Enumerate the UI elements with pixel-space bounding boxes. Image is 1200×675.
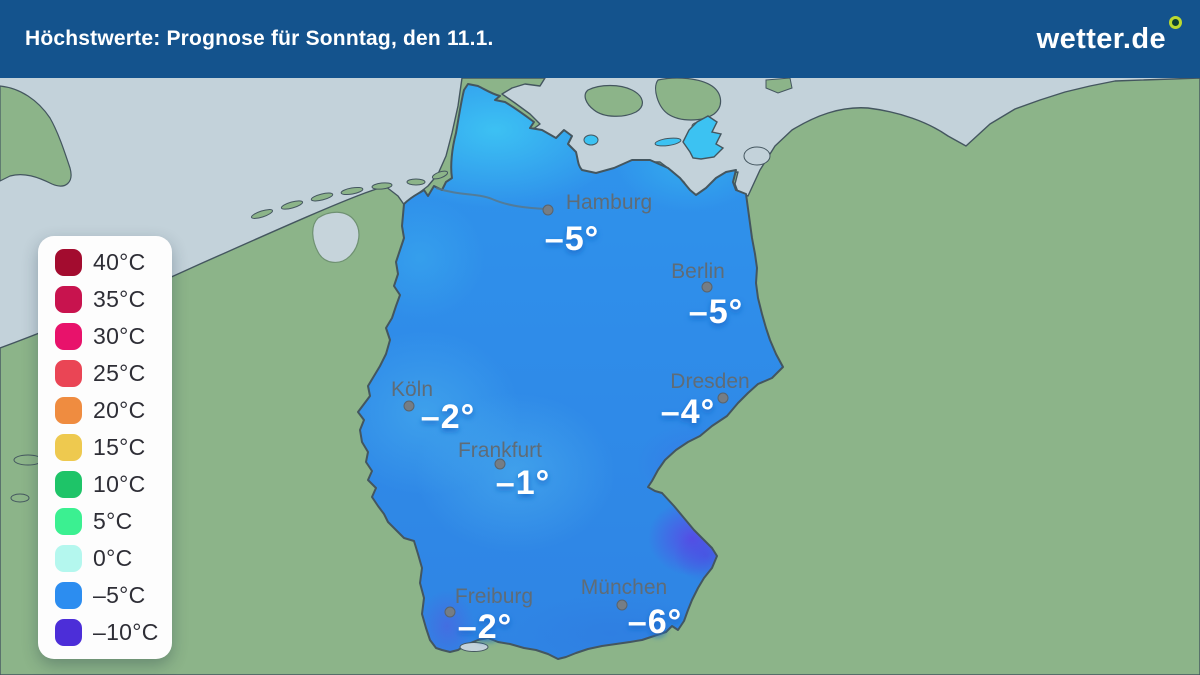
city-frankfurt: Frankfurt –1°: [458, 439, 550, 502]
legend-item: 30°C: [55, 323, 172, 350]
city-muenchen: München –6°: [581, 576, 682, 641]
land-england: [0, 85, 72, 187]
lake-constance: [459, 642, 489, 652]
city-label: Berlin: [671, 260, 725, 283]
legend-item: –5°C: [55, 582, 172, 609]
city-dot: [494, 458, 506, 470]
city-freiburg: Freiburg –2°: [444, 585, 533, 646]
city-dot: [403, 400, 415, 412]
legend-item: 40°C: [55, 249, 172, 276]
legend-item: 0°C: [55, 545, 172, 572]
island-spit: [654, 137, 682, 147]
legend-swatch: [55, 582, 82, 609]
brand-logo: wetter.de: [1036, 15, 1182, 56]
legend-swatch: [55, 434, 82, 461]
land-island-bornholm: [765, 77, 793, 94]
city-dot: [701, 281, 713, 293]
city-berlin: Berlin –5°: [671, 260, 743, 331]
legend-label: 20°C: [93, 397, 146, 423]
city-dot: [444, 606, 456, 618]
brand-degree-icon: [1169, 15, 1182, 29]
map-svg: Hamburg –5° Berlin –5° Dresden –4° Köln …: [0, 77, 1200, 675]
legend-item: 15°C: [55, 434, 172, 461]
wadden-islands: [250, 170, 449, 219]
legend-label: 15°C: [93, 434, 146, 460]
legend-item: 10°C: [55, 471, 172, 498]
legend-label: 35°C: [93, 286, 146, 312]
legend-swatch: [55, 286, 82, 313]
city-label: Hamburg: [566, 191, 652, 214]
city-temp: –2°: [458, 608, 512, 646]
legend-item: 25°C: [55, 360, 172, 387]
legend-swatch: [55, 619, 82, 646]
city-temp: –5°: [545, 220, 599, 258]
land-island-fyn: [584, 84, 643, 117]
land-island-zealand: [655, 77, 722, 121]
legend-label: –5°C: [93, 582, 146, 608]
city-dot: [542, 204, 554, 216]
city-dresden: Dresden –4°: [661, 370, 750, 431]
weather-map: Hamburg –5° Berlin –5° Dresden –4° Köln …: [0, 77, 1200, 675]
city-koeln: Köln –2°: [391, 378, 475, 436]
sea-lagoon: [743, 146, 771, 166]
island-ruegen: [682, 115, 725, 160]
page-title: Höchstwerte: Prognose für Sonntag, den 1…: [25, 27, 494, 50]
legend-label: 40°C: [93, 249, 146, 275]
legend-swatch: [55, 323, 82, 350]
city-label: München: [581, 576, 667, 599]
city-dot: [717, 392, 729, 404]
legend-swatch: [55, 545, 82, 572]
city-markers: Hamburg –5° Berlin –5° Dresden –4° Köln …: [391, 191, 750, 646]
legend-item: 35°C: [55, 286, 172, 313]
legend-label: 5°C: [93, 508, 133, 534]
city-hamburg: Hamburg –5°: [542, 191, 652, 258]
brand-logo-text: wetter.de: [1036, 22, 1166, 55]
legend-swatch: [55, 360, 82, 387]
elbe-river: [435, 187, 547, 210]
legend-item: 20°C: [55, 397, 172, 424]
legend-label: 10°C: [93, 471, 146, 497]
legend-swatch: [55, 471, 82, 498]
legend-label: 0°C: [93, 545, 133, 571]
channel-islets: [10, 454, 43, 503]
sea-ijsselmeer: [312, 211, 360, 263]
city-temp: –1°: [496, 464, 550, 502]
city-label: Freiburg: [455, 585, 533, 608]
legend-label: 25°C: [93, 360, 146, 386]
city-temp: –6°: [628, 603, 682, 641]
city-label: Köln: [391, 378, 433, 401]
legend-item: 5°C: [55, 508, 172, 535]
city-label: Dresden: [670, 370, 749, 393]
legend-item: –10°C: [55, 619, 172, 646]
legend-swatch: [55, 508, 82, 535]
header-bar: Höchstwerte: Prognose für Sonntag, den 1…: [0, 0, 1200, 78]
city-dot: [616, 599, 628, 611]
island-fehmarn: [583, 134, 599, 146]
city-temp: –5°: [689, 293, 743, 331]
legend-swatch: [55, 397, 82, 424]
city-temp: –2°: [421, 398, 475, 436]
legend-swatch: [55, 249, 82, 276]
legend-label: 30°C: [93, 323, 146, 349]
city-label: Frankfurt: [458, 439, 542, 462]
temperature-legend: 40°C 35°C 30°C 25°C 20°C 15°C 10°C 5°C 0…: [38, 236, 172, 659]
city-temp: –4°: [661, 393, 715, 431]
legend-label: –10°C: [93, 619, 159, 645]
